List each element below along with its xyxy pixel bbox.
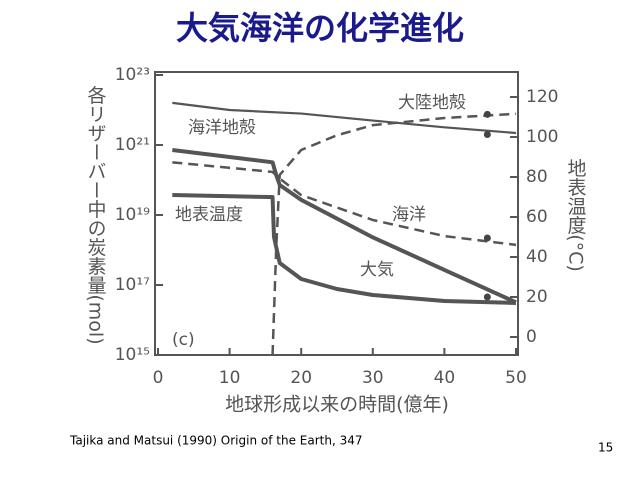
x-tick-label: 40	[434, 368, 456, 388]
x-tick-label: 50	[505, 368, 527, 388]
y2-tick-label: 0	[526, 327, 537, 347]
series-line	[271, 112, 517, 356]
y2-tick-label: 40	[526, 247, 548, 267]
y-tick-label: 10¹⁹	[115, 205, 150, 225]
series-line	[172, 193, 517, 305]
marker	[483, 293, 491, 301]
y-axis-label: 各リザーバー中の炭素量(mol)	[85, 85, 107, 345]
y2-axis-label: 地表温度(°C)	[565, 158, 587, 272]
y2-tick-label: 80	[526, 167, 548, 187]
series-line	[172, 148, 517, 305]
series-label: 地表温度	[175, 205, 243, 225]
y2-tick-label: 60	[526, 207, 548, 227]
x-axis-label: 地球形成以来の時間(億年)	[225, 394, 449, 416]
x-tick-label: 0	[153, 368, 164, 388]
marker	[483, 110, 491, 118]
series-label: 大気	[360, 260, 394, 280]
citation: Tajika and Matsui (1990) Origin of the E…	[69, 434, 362, 448]
plot-frame	[154, 71, 519, 356]
x-tick-label: 20	[290, 368, 312, 388]
y-tick-label: 10¹⁷	[115, 275, 150, 295]
marker	[483, 130, 491, 138]
y-tick-label: 10²¹	[115, 135, 150, 155]
x-tick-label: 10	[219, 368, 241, 388]
series-label: 海洋	[392, 205, 426, 225]
marker	[483, 234, 491, 242]
annotation: (c)	[172, 330, 195, 350]
x-tick-label: 30	[362, 368, 384, 388]
page-number: 15	[598, 441, 613, 455]
series-label: 大陸地殻	[398, 93, 466, 113]
y2-tick-label: 20	[526, 287, 548, 307]
series-line	[172, 161, 517, 247]
y2-tick-label: 120	[526, 87, 558, 107]
series-line	[172, 101, 517, 135]
y2-tick-label: 100	[526, 127, 558, 147]
y-tick-label: 10¹⁵	[115, 345, 150, 365]
y-tick-label: 10²³	[115, 65, 150, 85]
slide-title: 大気海洋の化学進化	[176, 9, 464, 47]
series-label: 海洋地殻	[188, 118, 256, 138]
